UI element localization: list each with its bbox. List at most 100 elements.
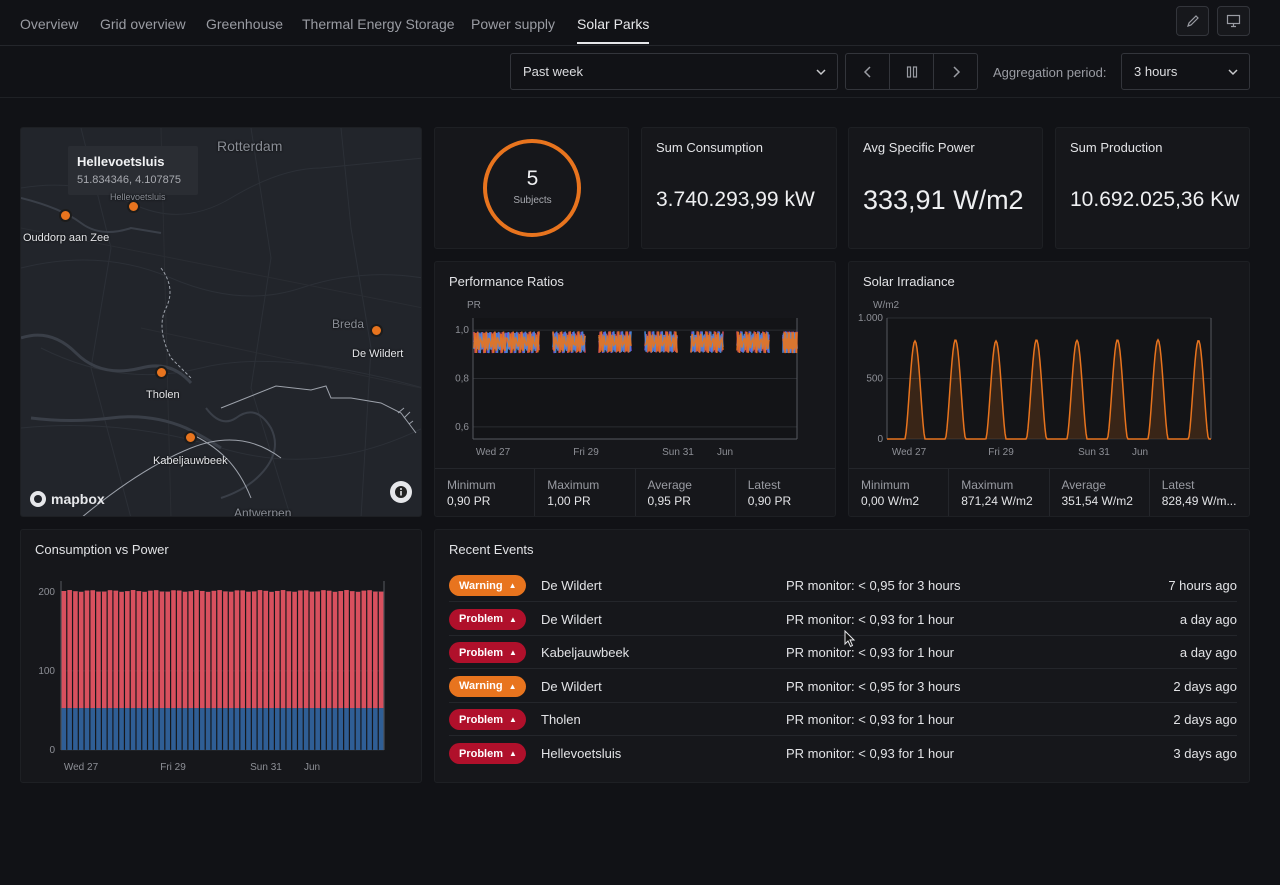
cons-bar-power xyxy=(217,708,222,750)
severity-badge[interactable]: Problem ▲ xyxy=(449,743,526,764)
map-label-hellevoetsluis-small: Hellevoetsluis xyxy=(110,192,166,202)
cons-xtick: Fri 29 xyxy=(160,762,186,773)
cons-bar-power xyxy=(211,708,217,750)
cons-bar-consumption xyxy=(257,590,263,709)
map-marker-ouddorp[interactable] xyxy=(59,209,72,222)
severity-badge[interactable]: Problem ▲ xyxy=(449,642,526,664)
next-period-button[interactable] xyxy=(934,54,977,89)
severity-label: Problem xyxy=(459,713,504,726)
severity-label: Problem xyxy=(459,613,504,626)
cons-bar-consumption xyxy=(78,591,84,709)
performance-ratios-panel: Performance Ratios PR 1,0 0,8 0,6 Wed 27 Fri… xyxy=(434,261,836,517)
tab-power-supply[interactable]: Power supply xyxy=(471,16,556,32)
severity-label: Warning xyxy=(459,680,503,693)
cons-bar-consumption xyxy=(113,590,119,709)
cons-bar-consumption xyxy=(315,591,320,709)
event-row[interactable]: Problem ▲ Hellevoetsluis PR monitor: < 0,93… xyxy=(449,737,1237,770)
pause-button[interactable] xyxy=(890,54,934,89)
map-panel[interactable]: Hellevoetsluis 51.834346, 4.107875 Rotte… xyxy=(20,127,422,517)
cons-bar-consumption xyxy=(338,591,344,709)
chevron-right-icon xyxy=(952,65,960,78)
chevron-down-icon xyxy=(816,69,826,76)
pr-ytick: 0,8 xyxy=(455,374,469,385)
cons-bar-consumption xyxy=(344,590,349,709)
sum-consumption-panel: Sum Consumption 3.740.293,99 kW xyxy=(641,127,837,249)
pr-series-line xyxy=(690,331,724,354)
performance-ratios-chart[interactable]: PR 1,0 0,8 0,6 Wed 27 Fri 29 Sun 31 Jun xyxy=(435,292,837,492)
tab-greenhouse[interactable]: Greenhouse xyxy=(206,16,284,32)
map-marker-tholen[interactable] xyxy=(155,366,168,379)
cons-bar-power xyxy=(263,708,269,750)
subjects-panel: 5 Subjects xyxy=(434,127,629,249)
severity-badge[interactable]: Warning ▲ xyxy=(449,575,526,596)
previous-period-button[interactable] xyxy=(846,54,890,89)
subjects-ring xyxy=(483,139,581,237)
pr-series-line xyxy=(598,331,632,353)
map-label-de-wildert: De Wildert xyxy=(352,348,404,360)
stat-value: 0,00 W/m2 xyxy=(861,494,920,508)
severity-badge[interactable]: Warning ▲ xyxy=(449,675,526,697)
cons-bar-power xyxy=(373,708,378,750)
sum-production-value: 10.692.025,36 Kw xyxy=(1070,188,1240,211)
event-row[interactable]: Problem ▲ Kabeljauwbeek PR monitor: < 0,93 … xyxy=(449,636,1237,670)
cons-bar-consumption xyxy=(61,590,67,709)
solar-irradiance-chart[interactable]: W/m2 1.000 500 0 Wed 27 Fri 29 Sun 31 Jun xyxy=(849,292,1251,492)
event-row[interactable]: Warning ▲ De Wildert PR monitor: < 0,95 for… xyxy=(449,569,1237,602)
pr-stat-latest: Latest 0,90 PR xyxy=(736,469,835,516)
caret-up-icon: ▲ xyxy=(509,749,517,758)
cons-bar-power xyxy=(136,708,142,750)
event-row[interactable]: Problem ▲ De Wildert PR monitor: < 0,93 for… xyxy=(449,603,1237,636)
irr-stat-average: Average 351,54 W/m2 xyxy=(1050,469,1150,516)
map-attribution-button[interactable] xyxy=(390,481,412,503)
tab-thermal-energy-storage[interactable]: Thermal Energy Storage xyxy=(302,16,455,32)
map-marker-de-wildert[interactable] xyxy=(370,324,383,337)
aggregation-period-select[interactable]: 3 hours xyxy=(1121,53,1250,90)
cons-bar-consumption xyxy=(159,591,165,709)
cons-bar-power xyxy=(188,708,194,750)
cons-bar-power xyxy=(119,708,124,750)
severity-badge[interactable]: Problem ▲ xyxy=(449,608,526,630)
cons-bar-power xyxy=(298,708,303,750)
display-mode-button[interactable] xyxy=(1217,6,1250,36)
event-message: PR monitor: < 0,93 for 1 hour xyxy=(786,645,955,661)
cons-bar-consumption xyxy=(96,591,101,709)
cons-bar-power xyxy=(292,708,297,750)
cons-bar-power xyxy=(205,708,211,750)
event-row[interactable]: Warning ▲ De Wildert PR monitor: < 0,95 for… xyxy=(449,670,1237,703)
mapbox-logo[interactable]: mapbox xyxy=(29,490,105,508)
cons-bar-power xyxy=(303,708,309,750)
cons-bar-consumption xyxy=(136,591,142,709)
event-place: De Wildert xyxy=(541,678,602,694)
cons-bar-consumption xyxy=(205,591,211,709)
map-marker-hellevoetsluis[interactable] xyxy=(127,200,140,213)
cons-bar-power xyxy=(200,708,205,750)
tab-overview[interactable]: Overview xyxy=(20,16,79,32)
cons-bar-consumption xyxy=(188,591,194,709)
irr-stat-latest: Latest 828,49 W/m... xyxy=(1150,469,1249,516)
cons-bar-power xyxy=(113,708,119,750)
info-icon xyxy=(395,486,407,498)
map-label-rotterdam: Rotterdam xyxy=(217,138,283,154)
tab-grid-overview[interactable]: Grid overview xyxy=(100,16,186,32)
severity-label: Warning xyxy=(459,579,503,592)
time-range-select[interactable]: Past week xyxy=(510,53,838,90)
edit-button[interactable] xyxy=(1176,6,1209,36)
cons-bar-consumption xyxy=(292,591,297,709)
stat-value: 0,90 PR xyxy=(447,494,491,508)
cons-bar-consumption xyxy=(182,591,188,709)
tab-solar-parks[interactable]: Solar Parks xyxy=(577,16,650,44)
sum-production-title: Sum Production xyxy=(1070,140,1163,155)
cons-bar-power xyxy=(159,708,165,750)
consumption-vs-power-chart[interactable]: 200 100 0 Wed 27 Fri 29 Sun 31 Jun xyxy=(21,564,423,784)
pr-series-line xyxy=(782,331,798,354)
cons-bar-power xyxy=(338,708,344,750)
subjects-label: Subjects xyxy=(513,195,552,206)
cons-bar-consumption xyxy=(176,590,182,709)
cons-bar-power xyxy=(194,708,199,750)
event-row[interactable]: Problem ▲ Tholen PR monitor: < 0,93 for 1 h… xyxy=(449,703,1237,737)
severity-badge[interactable]: Problem ▲ xyxy=(449,709,526,731)
map-marker-kabeljauwbeek[interactable] xyxy=(184,431,197,444)
cons-bar-consumption xyxy=(378,591,384,709)
stat-value: 1,00 PR xyxy=(547,494,591,508)
cons-bar-power xyxy=(344,708,349,750)
